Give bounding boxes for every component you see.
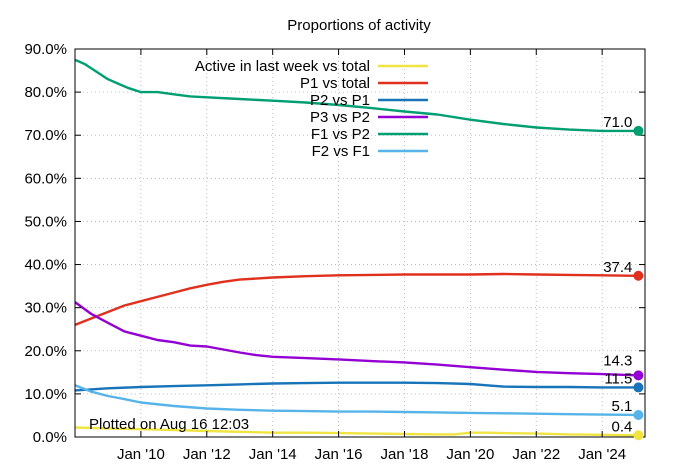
end-value-label: 71.0: [603, 114, 632, 131]
end-value-label: 0.4: [612, 418, 633, 435]
marker-layer: [633, 125, 644, 441]
end-value-label: 5.1: [612, 398, 633, 415]
y-tick-label: 10.0%: [24, 386, 67, 403]
y-tick-label: 90.0%: [24, 41, 67, 58]
y-tick-label: 50.0%: [24, 213, 67, 230]
legend-label: Active in last week vs total: [195, 58, 370, 75]
x-tick-label: Jan '24: [578, 446, 626, 463]
x-tick-label: Jan '10: [117, 446, 165, 463]
x-tick-label: Jan '14: [249, 446, 297, 463]
series-end-marker: [633, 410, 644, 421]
x-tick-label: Jan '22: [512, 446, 560, 463]
y-tick-label: 0.0%: [33, 429, 67, 446]
y-tick-label: 80.0%: [24, 84, 67, 101]
x-tick-label: Jan '16: [315, 446, 363, 463]
series-line: [74, 384, 639, 417]
legend-label: P1 vs total: [300, 75, 370, 92]
end-value-label: 14.3: [603, 352, 632, 369]
series-line: [74, 381, 639, 392]
series-layer: [74, 58, 639, 437]
y-tick-label: 20.0%: [24, 343, 67, 360]
y-tick-label: 30.0%: [24, 300, 67, 317]
legend-label: F2 vs F1: [312, 143, 370, 160]
x-tick-label: Jan '20: [446, 446, 494, 463]
plot-border: [74, 48, 646, 438]
series-end-marker: [633, 382, 644, 393]
end-label-layer: 0.4 37.4 11.514.3 71.0 5.1: [603, 114, 632, 435]
series-end-marker: [633, 370, 644, 381]
grid-layer: [75, 49, 645, 437]
series-line: [74, 426, 639, 437]
series-end-marker: [633, 270, 644, 281]
legend-label: P3 vs P2: [310, 109, 370, 126]
tick-layer: 0.0% 10.0% 20.0% 30.0% 40.0% 50.0% 60.0% 70.0% 8…: [24, 41, 645, 463]
y-tick-label: 40.0%: [24, 257, 67, 274]
y-tick-label: 60.0%: [24, 170, 67, 187]
end-value-label: 11.5: [604, 370, 632, 387]
series-end-marker: [633, 430, 644, 441]
x-tick-label: Jan '18: [381, 446, 429, 463]
y-tick-label: 70.0%: [24, 127, 67, 144]
chart-title: Proportions of activity: [287, 17, 431, 34]
x-tick-label: Jan '12: [183, 446, 231, 463]
end-value-label: 37.4: [603, 259, 632, 276]
legend-label: F1 vs P2: [311, 126, 370, 143]
plotted-on-annotation: Plotted on Aug 16 12:03: [89, 416, 249, 433]
series-end-marker: [633, 125, 644, 136]
legend-label: P2 vs P1: [310, 92, 370, 109]
series-line: [74, 301, 639, 377]
series-line: [74, 272, 639, 327]
series-line: [74, 58, 639, 133]
